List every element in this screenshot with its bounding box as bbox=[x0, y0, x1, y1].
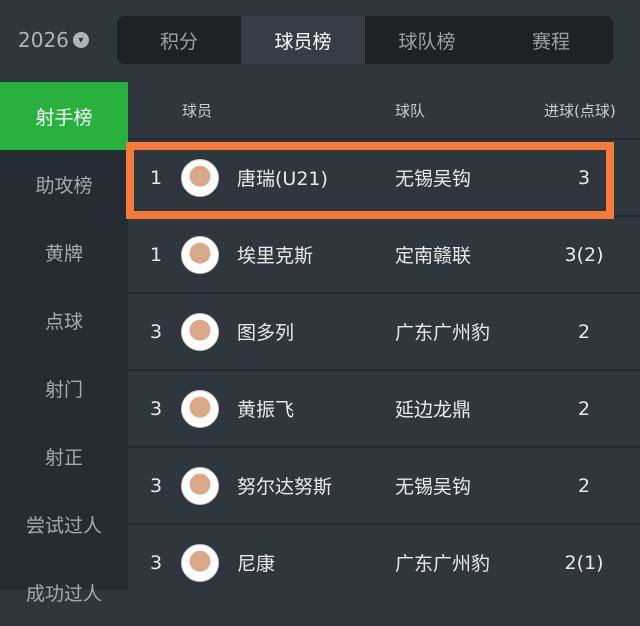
table-row[interactable]: 3 努尔达努斯 无锡吴钩 2 bbox=[128, 446, 640, 523]
header-player: 球员 bbox=[182, 101, 213, 120]
player-avatar bbox=[181, 312, 219, 351]
goals: 2 bbox=[577, 320, 591, 343]
tab-standings[interactable]: 积分 bbox=[159, 30, 198, 53]
rank: 1 bbox=[149, 166, 163, 189]
player-avatar bbox=[181, 158, 219, 197]
header-team: 球队 bbox=[395, 101, 426, 120]
player-name[interactable]: 努尔达努斯 bbox=[237, 476, 333, 498]
goals: 2 bbox=[577, 397, 591, 420]
tab-bar: 积分 球员榜 球队榜 赛程 bbox=[117, 16, 613, 64]
table-row[interactable]: 3 尼康 广东广州豹 2(1) bbox=[128, 523, 640, 600]
table-row[interactable]: 1 唐瑞(U21) 无锡吴钩 3 bbox=[128, 138, 640, 215]
team-name[interactable]: 广东广州豹 bbox=[395, 553, 491, 575]
sidebar: 射手榜 助攻榜 黄牌 点球 射门 射正 尝试过人 成功过人 bbox=[0, 82, 128, 605]
team-name[interactable]: 延边龙鼎 bbox=[395, 399, 472, 421]
goals: 2 bbox=[577, 474, 591, 497]
player-avatar bbox=[181, 543, 219, 582]
player-avatar bbox=[181, 389, 219, 428]
goals: 3(2) bbox=[564, 243, 604, 266]
tab-team-rankings[interactable]: 球队榜 bbox=[398, 30, 456, 53]
sidebar-item-dribbles-successful[interactable]: 成功过人 bbox=[25, 582, 102, 605]
sidebar-item-assists[interactable]: 助攻榜 bbox=[35, 174, 93, 197]
goals: 3 bbox=[577, 166, 591, 189]
player-avatar bbox=[181, 235, 219, 274]
goals: 2(1) bbox=[564, 551, 604, 574]
player-name[interactable]: 尼康 bbox=[237, 553, 276, 575]
player-avatar bbox=[181, 466, 219, 505]
table-header: 球员 球队 进球(点球) bbox=[128, 82, 640, 138]
sidebar-item-shots-on-target[interactable]: 射正 bbox=[44, 446, 83, 469]
rank: 3 bbox=[149, 320, 163, 343]
player-name[interactable]: 黄振飞 bbox=[237, 399, 295, 421]
team-name[interactable]: 无锡吴钩 bbox=[395, 476, 472, 498]
table-row[interactable]: 3 图多列 广东广州豹 2 bbox=[128, 292, 640, 369]
header: 2026 ▾ 积分 球员榜 球队榜 赛程 bbox=[0, 0, 640, 82]
season-year: 2026 bbox=[18, 28, 69, 52]
sidebar-item-yellow-cards[interactable]: 黄牌 bbox=[44, 242, 83, 265]
rank: 3 bbox=[149, 551, 163, 574]
chevron-down-icon: ▾ bbox=[72, 32, 89, 48]
player-name[interactable]: 唐瑞(U21) bbox=[237, 168, 328, 190]
rank: 3 bbox=[149, 397, 163, 420]
rank: 3 bbox=[149, 474, 163, 497]
player-name[interactable]: 埃里克斯 bbox=[237, 245, 314, 267]
tab-player-rankings[interactable]: 球员榜 bbox=[241, 16, 365, 64]
team-name[interactable]: 无锡吴钩 bbox=[395, 168, 472, 190]
table-row[interactable]: 3 黄振飞 延边龙鼎 2 bbox=[128, 369, 640, 446]
table-row[interactable]: 1 埃里克斯 定南赣联 3(2) bbox=[128, 215, 640, 292]
sidebar-item-top-scorers[interactable]: 射手榜 bbox=[0, 82, 128, 150]
header-goals: 进球(点球) bbox=[544, 101, 616, 120]
season-selector[interactable]: 2026 ▾ bbox=[18, 28, 89, 52]
team-name[interactable]: 定南赣联 bbox=[395, 245, 472, 267]
sidebar-item-dribbles-attempted[interactable]: 尝试过人 bbox=[25, 514, 102, 537]
player-name[interactable]: 图多列 bbox=[237, 322, 295, 344]
tab-schedule[interactable]: 赛程 bbox=[531, 30, 570, 53]
sidebar-item-shots[interactable]: 射门 bbox=[44, 378, 83, 401]
rank: 1 bbox=[149, 243, 163, 266]
sidebar-item-penalties[interactable]: 点球 bbox=[44, 310, 83, 333]
team-name[interactable]: 广东广州豹 bbox=[395, 322, 491, 344]
